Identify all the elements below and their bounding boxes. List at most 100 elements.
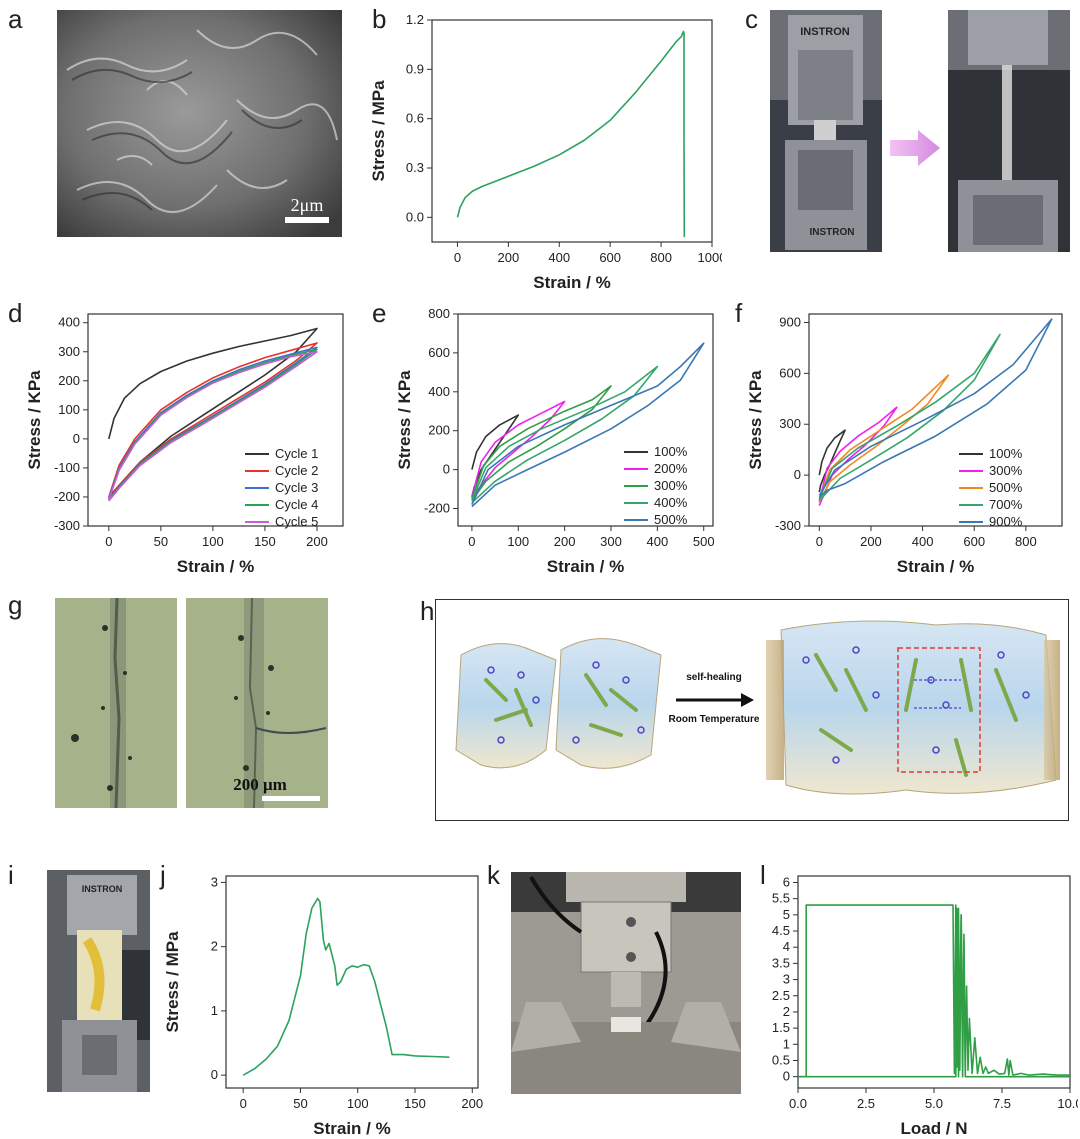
y-tick-label: 0.6 — [406, 111, 424, 126]
chart-f-step-loading: 0 200 400 600 800 -300 0 300 600 900 Strain / % Str… — [746, 313, 1063, 576]
x-axis-label: Strain / % — [897, 557, 974, 576]
series-line-0 — [798, 904, 1070, 1078]
x-tick-label: 200 — [498, 250, 520, 265]
y-tick-label: 800 — [428, 306, 450, 321]
y-tick-label: 600 — [779, 365, 801, 380]
legend-label: 500% — [989, 480, 1023, 495]
arrow-label-top: self-healing — [686, 672, 742, 683]
y-tick-label: 2 — [211, 939, 218, 954]
x-tick-label: 600 — [599, 250, 621, 265]
x-tick-label: 0 — [240, 1096, 247, 1111]
plot-frame — [457, 313, 714, 527]
legend-label: Cycle 3 — [275, 480, 318, 495]
series-line-200- — [471, 400, 566, 500]
y-tick-label: 0.5 — [772, 1052, 790, 1067]
x-tick-label: 150 — [254, 534, 276, 549]
y-tick-label: 1.5 — [772, 1020, 790, 1035]
panel-label-g: g — [8, 590, 23, 620]
series-line-1 — [798, 907, 1070, 1078]
legend-label: Cycle 4 — [275, 497, 318, 512]
sem-image: 2μm — [57, 10, 342, 237]
y-tick-label: 200 — [58, 373, 80, 388]
y-tick-label: 2 — [783, 1004, 790, 1019]
y-tick-label: 900 — [779, 314, 801, 329]
legend-label: 400% — [654, 495, 688, 510]
series-line-0 — [242, 897, 450, 1076]
legend-label: 300% — [989, 463, 1023, 478]
series-line-100- — [818, 429, 846, 493]
panel-label-b: b — [372, 4, 387, 34]
series-line-300- — [818, 406, 898, 506]
x-tick-label: 2.5 — [857, 1096, 875, 1111]
y-tick-label: -200 — [54, 489, 80, 504]
legend-label: Cycle 5 — [275, 514, 318, 529]
y-axis-label: Stress / KPa — [746, 370, 765, 470]
legend-label: 300% — [654, 478, 688, 493]
y-tick-label: 1 — [783, 1036, 790, 1051]
y-tick-label: 300 — [779, 416, 801, 431]
series-line-500- — [818, 374, 950, 503]
instron-label-bottom: INSTRON — [810, 227, 855, 238]
sample-photo: INSTRON — [47, 870, 150, 1092]
y-tick-label: 0 — [783, 1069, 790, 1084]
x-tick-label: 600 — [963, 534, 985, 549]
series-line-400- — [471, 365, 659, 504]
panel-label-l: l — [760, 860, 766, 890]
arrow-label-bottom: Room Temperature — [669, 714, 760, 725]
x-tick-label: 0 — [468, 534, 475, 549]
tensile-photo-after — [948, 10, 1070, 252]
y-tick-label: -200 — [424, 500, 450, 515]
y-axis-label: Stress / KPa — [25, 370, 44, 470]
x-tick-label: 100 — [507, 534, 529, 549]
series-line-300- — [471, 385, 612, 502]
y-axis-label: Potential / V — [752, 933, 754, 1031]
y-tick-label: 3 — [783, 972, 790, 987]
plot-frame — [225, 875, 479, 1089]
plot-frame — [431, 19, 713, 243]
y-tick-label: 0.3 — [406, 160, 424, 175]
x-tick-label: 400 — [912, 534, 934, 549]
y-tick-label: 0.9 — [406, 61, 424, 76]
x-tick-label: 400 — [647, 534, 669, 549]
y-tick-label: 1 — [211, 1003, 218, 1018]
arrow-right-icon — [890, 130, 940, 166]
panel-label-e: e — [372, 298, 387, 328]
y-tick-label: 0 — [211, 1067, 218, 1082]
x-tick-label: 7.5 — [993, 1096, 1011, 1111]
chart-e-step-loading: 0 100 200 300 400 500 -200 0 200 400 600 800 Strain … — [395, 306, 715, 576]
legend-label: 100% — [654, 444, 688, 459]
y-axis-label: Stress / MPa — [369, 80, 388, 182]
y-tick-label: -300 — [775, 518, 801, 533]
y-tick-label: 2.5 — [772, 988, 790, 1003]
plot-frame — [797, 875, 1071, 1089]
panel-label-h: h — [420, 596, 435, 626]
x-tick-label: 100 — [347, 1096, 369, 1111]
x-tick-label: 200 — [461, 1096, 483, 1111]
y-tick-label: 6 — [783, 874, 790, 889]
plot-frame — [808, 313, 1063, 527]
self-healing-schematic: self-healing Room Temperature — [435, 599, 1069, 821]
y-tick-label: 1.2 — [406, 12, 424, 27]
y-axis-label: Stress / MPa — [163, 931, 182, 1033]
series-line-0 — [456, 30, 686, 238]
y-tick-label: 0 — [794, 467, 801, 482]
series-line-cycle-2 — [108, 342, 318, 499]
y-tick-label: 0 — [73, 431, 80, 446]
sem-scalebar-label: 2μm — [291, 195, 324, 215]
legend-label: 900% — [989, 514, 1023, 529]
x-tick-label: 200 — [306, 534, 328, 549]
x-tick-label: 500 — [693, 534, 715, 549]
legend-label: Cycle 2 — [275, 463, 318, 478]
x-tick-label: 150 — [404, 1096, 426, 1111]
tensile-photo-before: INSTRON INSTRON — [770, 10, 882, 252]
y-tick-label: 300 — [58, 344, 80, 359]
x-tick-label: 0 — [105, 534, 112, 549]
chart-l-potential-load: 0.02.55.07.510.000.511.522.533.544.555.5… — [752, 874, 1078, 1138]
series-line-500- — [471, 342, 705, 508]
y-tick-label: -300 — [54, 518, 80, 533]
y-tick-label: 5.5 — [772, 891, 790, 906]
x-axis-label: Strain / % — [177, 557, 254, 576]
x-tick-label: 400 — [548, 250, 570, 265]
x-tick-label: 800 — [650, 250, 672, 265]
